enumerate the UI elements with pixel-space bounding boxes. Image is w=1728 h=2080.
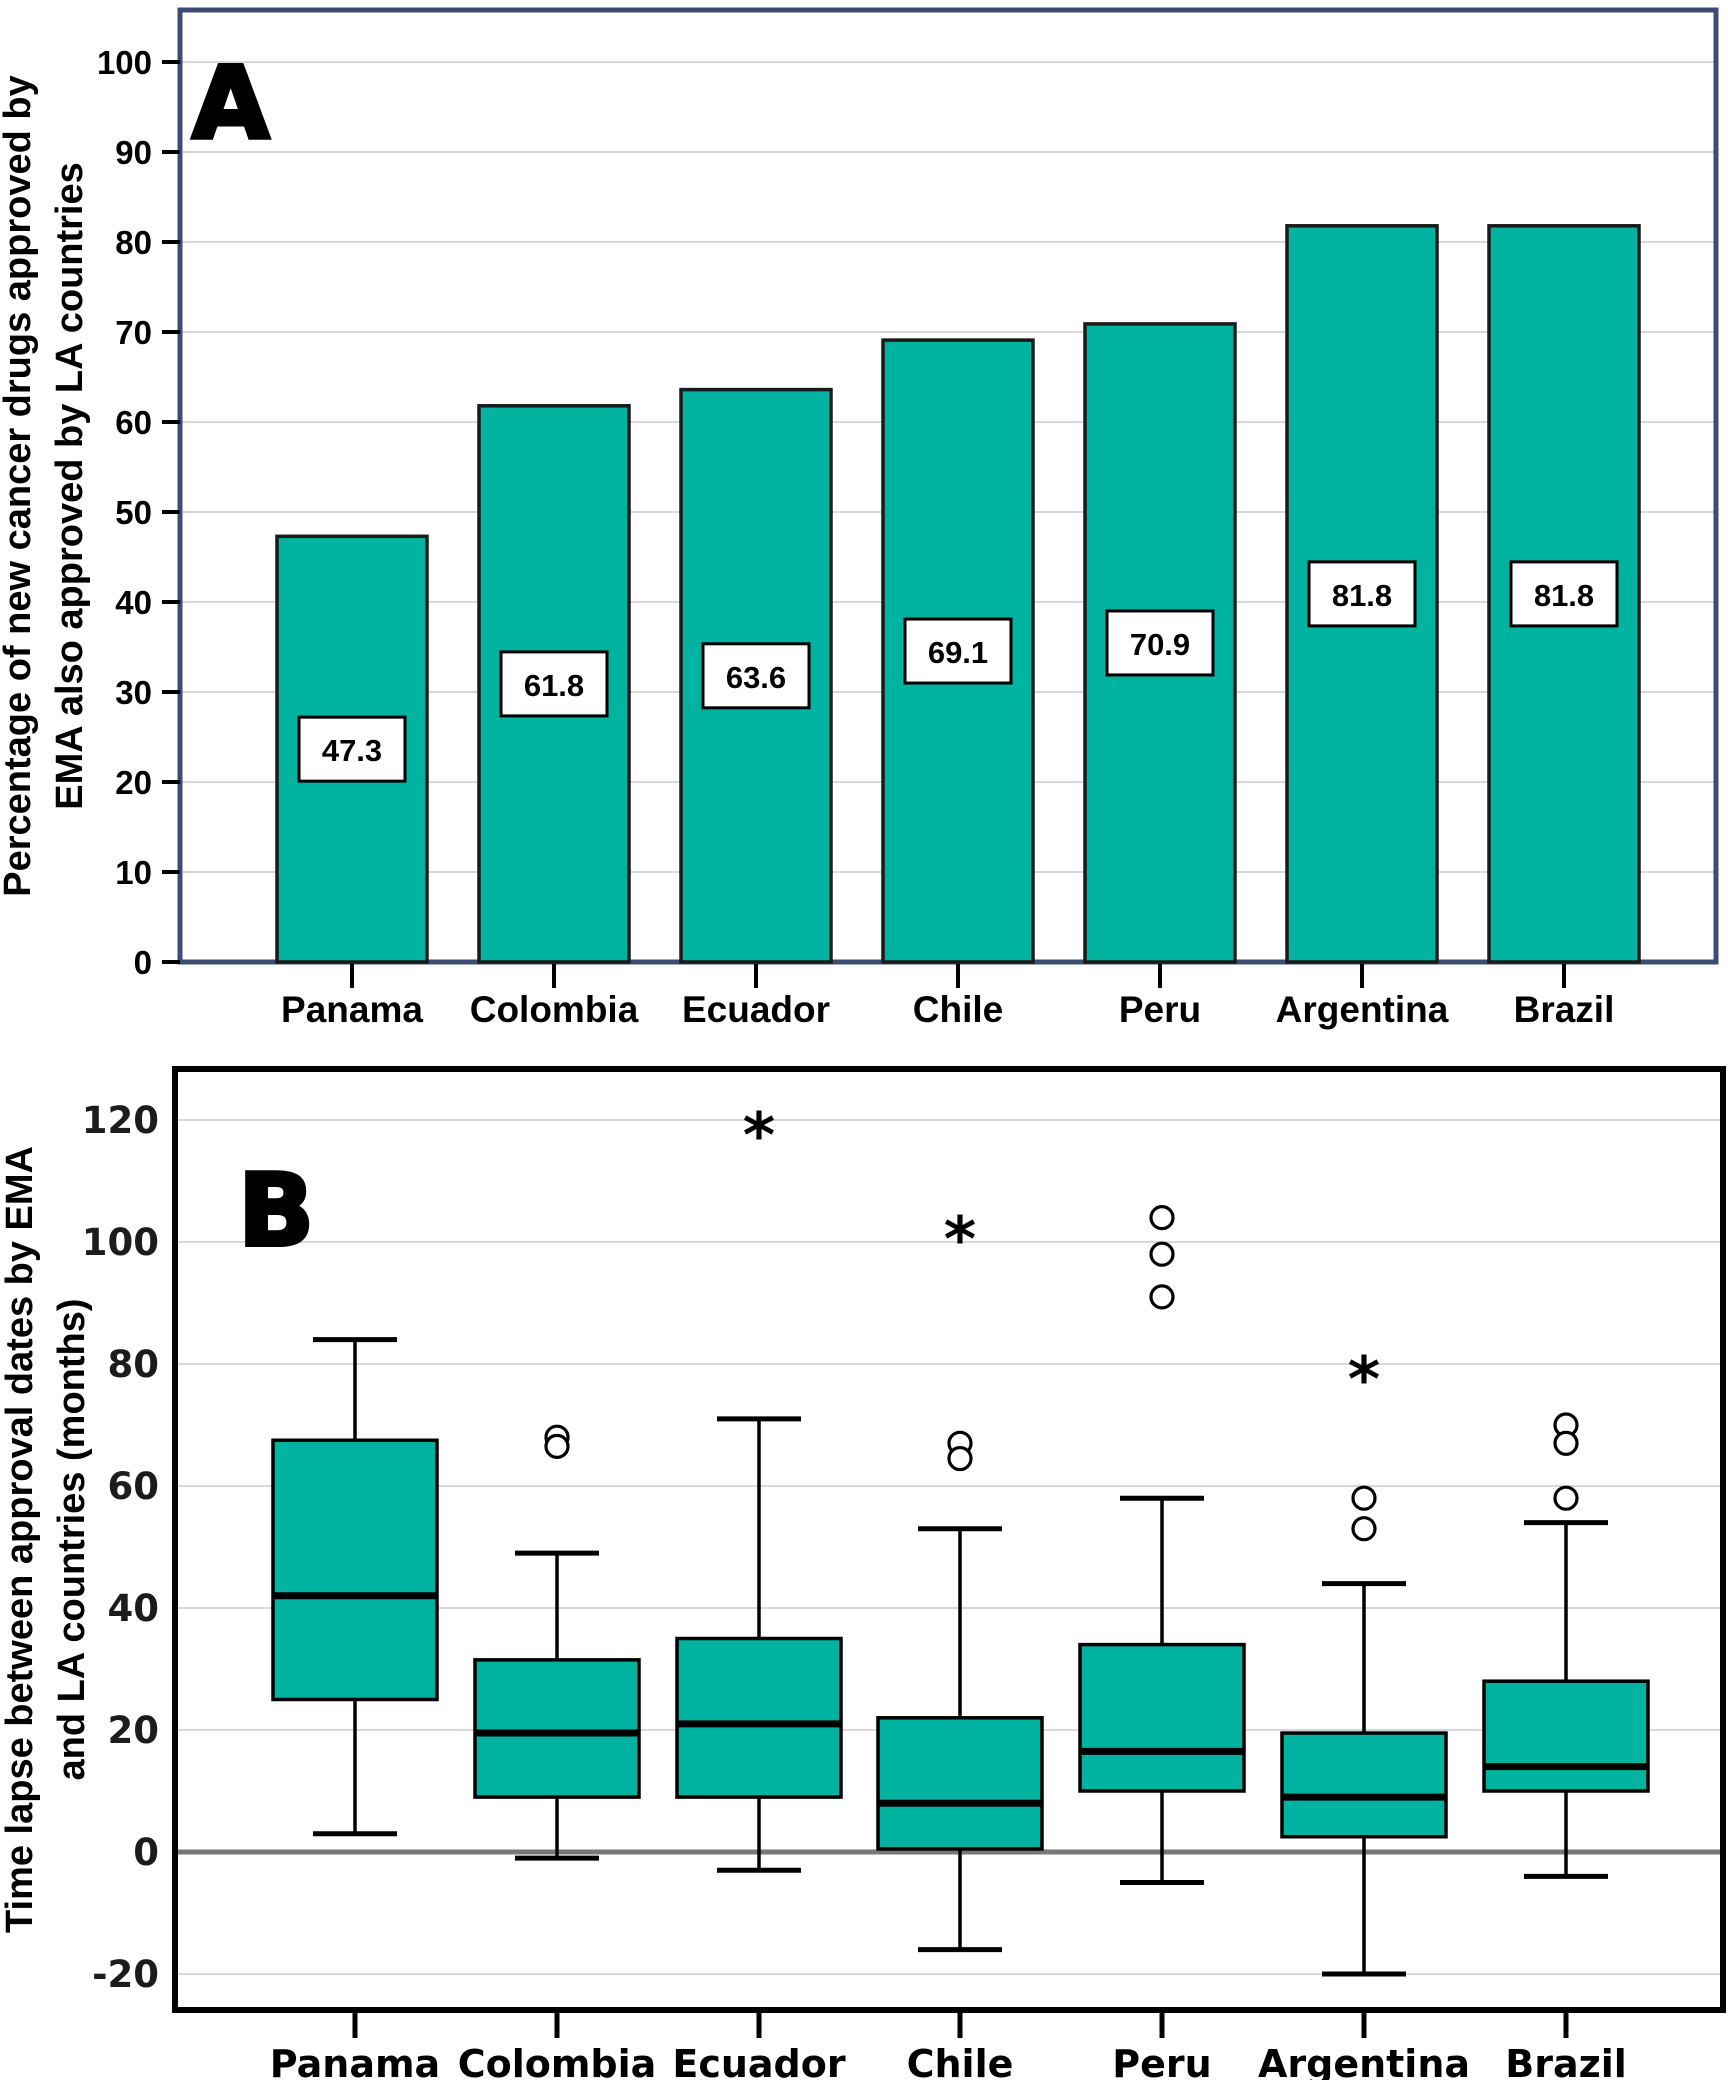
x-category-label-peru: Peru (1119, 989, 1201, 1030)
y-axis-tick-label: 80 (115, 224, 152, 261)
outlier-circle-argentina (1351, 1516, 1377, 1542)
y-axis-title-line2: and LA countries (months) (51, 1298, 93, 1780)
y-axis-tick-label: 60 (108, 1465, 160, 1508)
outlier-star-ecuador: * (743, 1099, 775, 1172)
panel-b-frame (172, 1066, 1726, 2013)
bar-value-box (499, 650, 609, 718)
box-panama (271, 1438, 439, 1702)
outlier-circle-peru (1149, 1205, 1175, 1231)
outlier-circle-peru (1149, 1284, 1175, 1310)
bar-value-label: 81.8 (1534, 578, 1594, 613)
y-axis-tick-label: 40 (115, 584, 152, 621)
bar-value-box (1307, 560, 1417, 628)
x-category-label-colombia: Colombia (458, 2042, 657, 2080)
box-argentina (1280, 1731, 1448, 1839)
panel-letter-b: B (238, 1152, 314, 1269)
outlier-star-argentina: * (1348, 1343, 1380, 1416)
bar-value-label: 70.9 (1130, 627, 1190, 662)
y-axis-title-line2: EMA also approved by LA countries (49, 162, 91, 810)
y-axis-tick-label: 50 (115, 494, 152, 531)
x-category-label-brazil: Brazil (1505, 2042, 1627, 2080)
x-category-label-brazil: Brazil (1514, 989, 1615, 1030)
y-axis-tick-label: 70 (115, 314, 152, 351)
y-axis-tick-label: 0 (133, 1831, 159, 1874)
outlier-circle-colombia (544, 1433, 570, 1459)
y-axis-tick-label: 20 (108, 1709, 160, 1752)
x-category-label-argentina: Argentina (1258, 2042, 1470, 2080)
box-colombia (473, 1658, 641, 1799)
x-category-label-panama: Panama (281, 989, 423, 1030)
x-category-label-ecuador: Ecuador (672, 2042, 845, 2080)
bar-value-label: 47.3 (322, 733, 382, 768)
bar-value-box (903, 617, 1013, 685)
bar-value-label: 61.8 (524, 668, 584, 703)
bar-value-label: 81.8 (1332, 578, 1392, 613)
bar-value-label: 63.6 (726, 660, 786, 695)
box-chile (876, 1716, 1044, 1851)
y-axis-tick-label: 30 (115, 674, 152, 711)
x-category-label-chile: Chile (907, 2042, 1014, 2080)
y-axis-tick-label: 80 (108, 1343, 160, 1386)
y-axis-tick-label: 20 (115, 764, 152, 801)
y-axis-title-line1: Time lapse between approval dates by EMA (0, 1146, 41, 1933)
bar-value-box (297, 715, 407, 783)
y-axis-tick-label: 0 (134, 944, 152, 981)
outlier-circle-peru (1149, 1241, 1175, 1267)
y-axis-tick-label: 100 (82, 1221, 159, 1264)
y-axis-tick-label: 10 (115, 854, 152, 891)
y-axis-tick-label: 120 (82, 1099, 159, 1142)
x-category-label-peru: Peru (1112, 2042, 1211, 2080)
bar-value-label: 69.1 (928, 635, 988, 670)
x-category-label-argentina: Argentina (1276, 989, 1449, 1030)
box-peru (1078, 1642, 1246, 1793)
x-category-label-colombia: Colombia (470, 989, 639, 1030)
box-ecuador (675, 1636, 843, 1799)
outlier-circle-brazil (1553, 1485, 1579, 1511)
bar-value-box (701, 642, 811, 710)
y-axis-tick-label: 90 (115, 134, 152, 171)
y-axis-tick-label: 100 (97, 44, 152, 81)
outlier-circle-argentina (1351, 1485, 1377, 1511)
box-brazil (1482, 1679, 1650, 1793)
bar-value-box (1105, 609, 1215, 677)
panel-a-svg: 0 10 20 30 40 50 60 70 80 90 100 Panama 47.3 Colombia… (0, 7, 1719, 1030)
y-axis-title-line1: Percentage of new cancer drugs approved … (0, 75, 39, 896)
y-axis-tick-label: -20 (92, 1953, 159, 1996)
outlier-circle-brazil (1553, 1430, 1579, 1456)
panel-b-svg: -20 0 20 40 60 80 100 120 Panama Colombia * Ecuador… (0, 1066, 1726, 2080)
bar-value-box (1509, 560, 1619, 628)
panel-letter-a: A (192, 45, 269, 162)
y-axis-tick-label: 60 (115, 404, 152, 441)
outlier-star-chile: * (944, 1203, 976, 1276)
x-category-label-panama: Panama (270, 2042, 440, 2080)
x-category-label-ecuador: Ecuador (682, 989, 830, 1030)
outlier-circle-chile (947, 1445, 973, 1472)
y-axis-tick-label: 40 (108, 1587, 160, 1630)
panel-b-chart: -20 0 20 40 60 80 100 120 Panama Colombia * Ecuador… (0, 1055, 1728, 2080)
x-category-label-chile: Chile (913, 989, 1003, 1030)
panel-a-chart: 0 10 20 30 40 50 60 70 80 90 100 Panama 47.3 Colombia… (0, 7, 1719, 1030)
